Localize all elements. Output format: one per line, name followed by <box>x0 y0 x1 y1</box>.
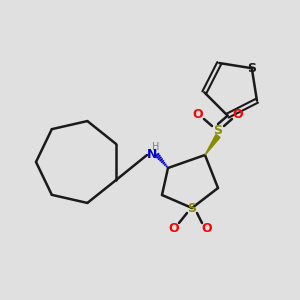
Polygon shape <box>205 135 220 155</box>
Text: O: O <box>233 109 243 122</box>
Text: O: O <box>193 109 203 122</box>
Text: H: H <box>152 142 160 152</box>
Text: S: S <box>188 202 196 214</box>
Text: O: O <box>202 221 212 235</box>
Text: S: S <box>214 124 223 136</box>
Text: N: N <box>147 148 157 161</box>
Text: O: O <box>169 221 179 235</box>
Text: S: S <box>247 62 256 75</box>
